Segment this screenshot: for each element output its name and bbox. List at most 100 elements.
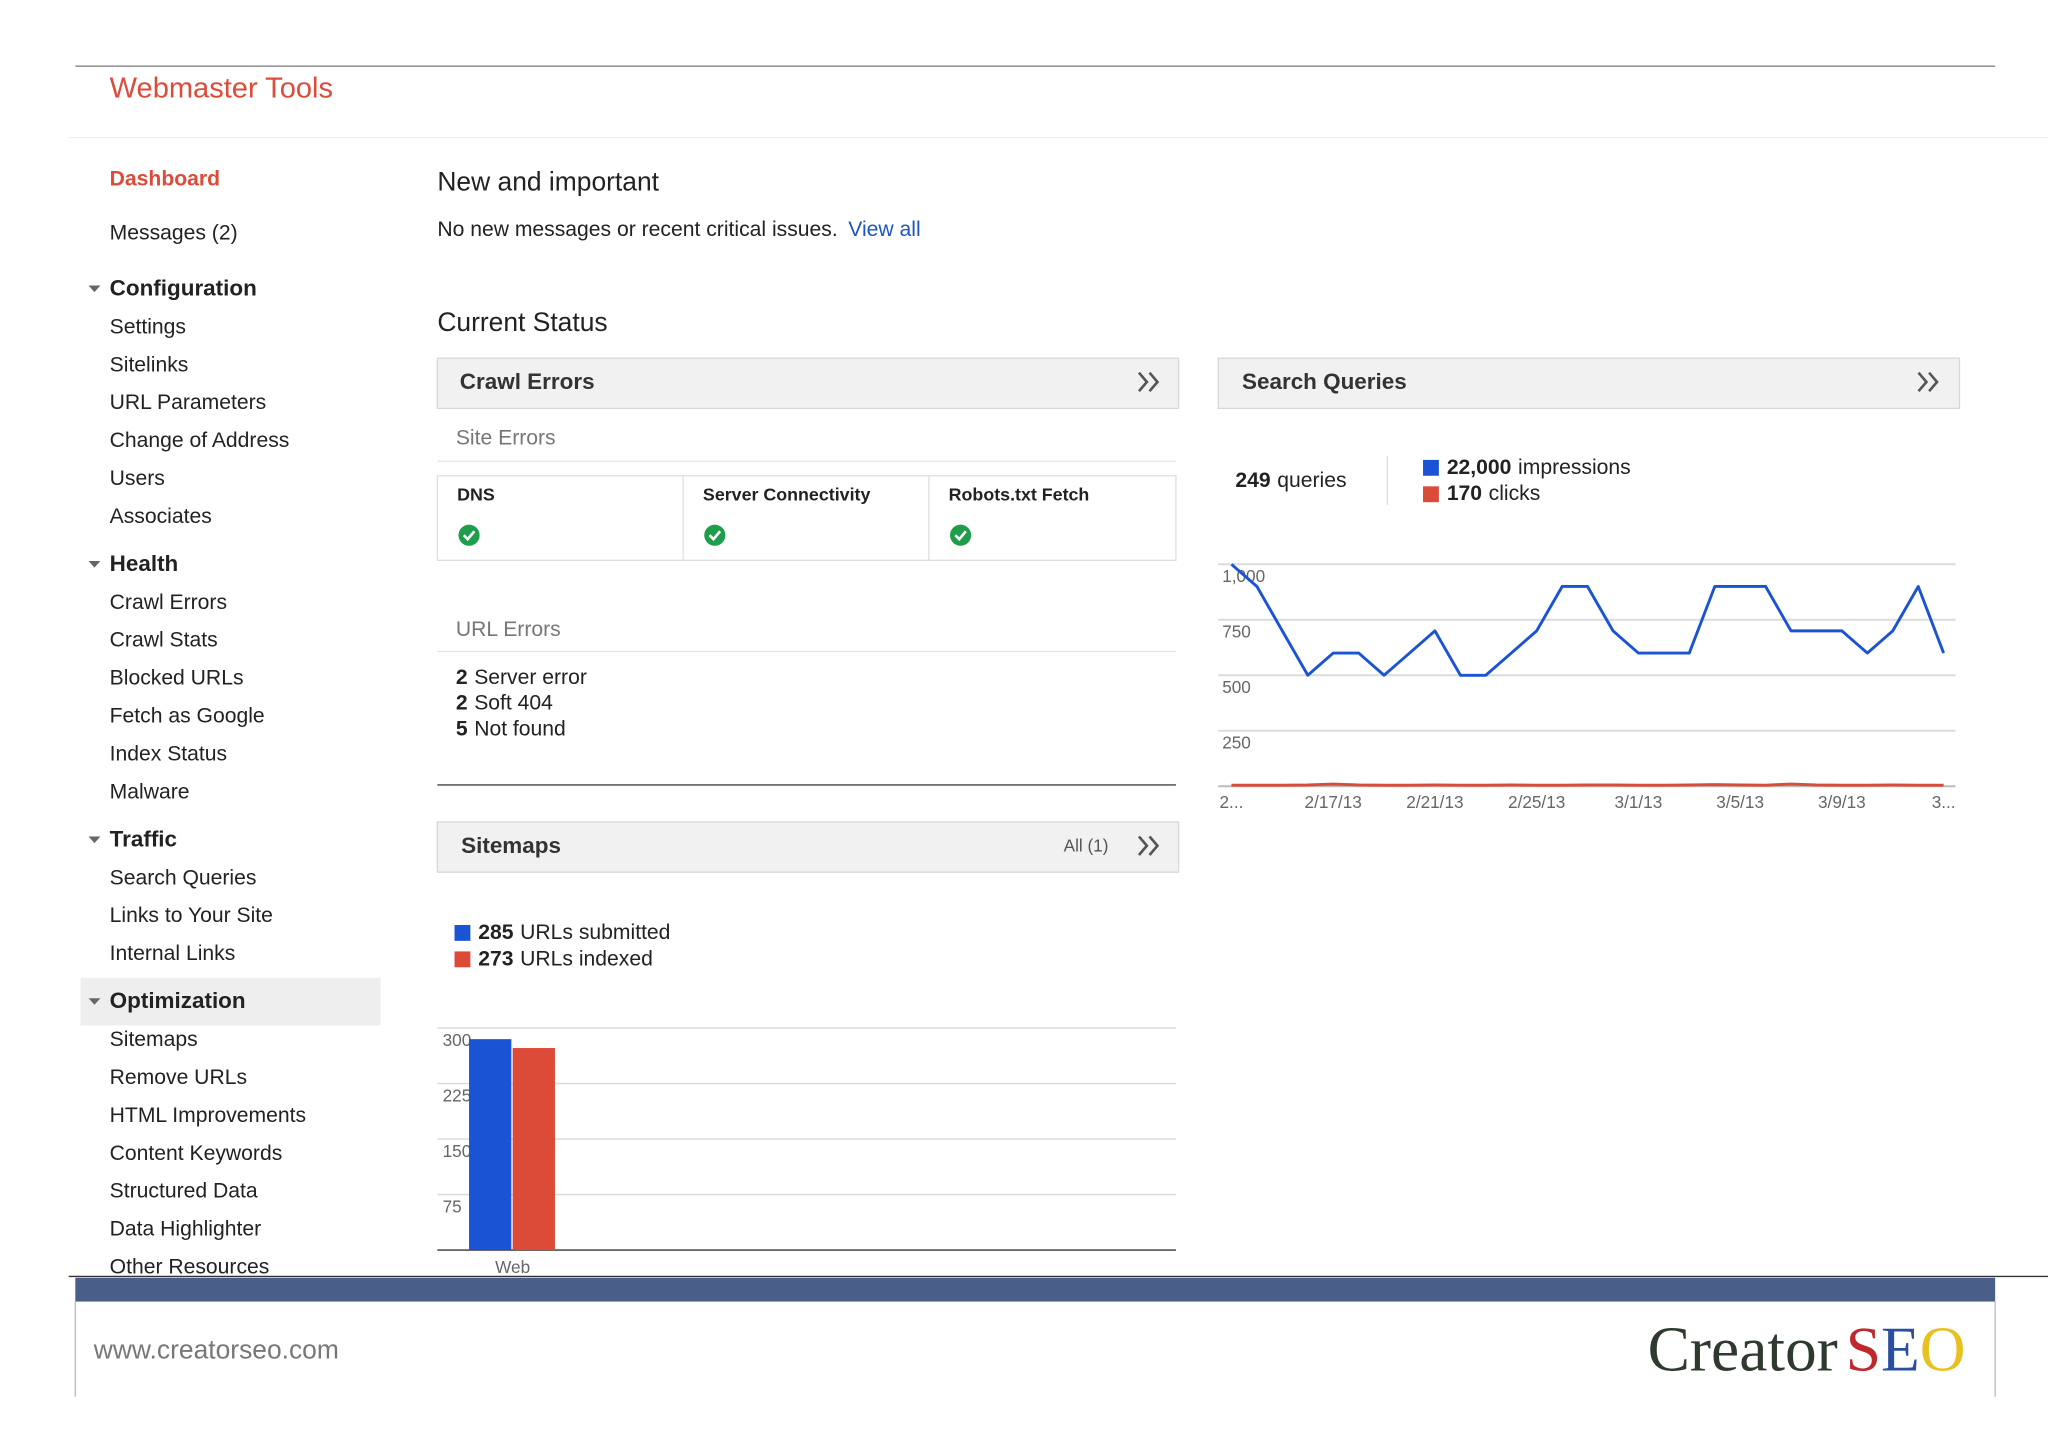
legend-swatch xyxy=(454,951,471,968)
nav-item[interactable]: Links to Your Site xyxy=(110,904,273,927)
app-title: Webmaster Tools xyxy=(110,73,333,105)
nav-item[interactable]: Change of Address xyxy=(110,429,290,452)
x-tick-label: 2/25/13 xyxy=(1508,792,1565,812)
nav-item[interactable]: Content Keywords xyxy=(110,1142,283,1165)
nav-item[interactable]: Crawl Errors xyxy=(110,591,227,614)
x-tick-label: Web xyxy=(495,1257,530,1277)
x-tick-label: 3/1/13 xyxy=(1615,792,1663,812)
nav-item[interactable]: Fetch as Google xyxy=(110,705,265,728)
nav-item[interactable]: Other Resources xyxy=(110,1256,270,1279)
section-heading: Current Status xyxy=(437,307,607,337)
subheading: URL Errors xyxy=(456,618,561,641)
nav-item[interactable]: Sitemaps xyxy=(110,1028,198,1051)
bar xyxy=(512,1048,555,1251)
filter[interactable]: All (1) xyxy=(1064,836,1109,856)
nav-section[interactable]: Optimization xyxy=(110,988,246,1013)
panel-title[interactable]: Crawl Errors xyxy=(460,369,595,394)
x-tick-label: 3... xyxy=(1932,792,1956,812)
nav-section[interactable]: Configuration xyxy=(110,275,257,300)
nav-item[interactable]: Structured Data xyxy=(110,1180,258,1203)
count: 249 xyxy=(1235,469,1270,492)
nav-item[interactable]: Sitelinks xyxy=(110,353,189,376)
legend-swatch xyxy=(1423,459,1439,476)
url-error: 2 Soft 404 xyxy=(456,691,553,714)
legend-name: clicks xyxy=(1489,482,1541,505)
legend-swatch xyxy=(454,924,471,941)
nav-item[interactable]: Users xyxy=(110,467,165,490)
nav-item[interactable]: Malware xyxy=(110,780,190,803)
logo-part: O xyxy=(1920,1313,1966,1384)
legend-name: URLs indexed xyxy=(520,947,653,970)
check xyxy=(954,530,967,542)
legend-name: impressions xyxy=(1518,455,1631,478)
column-label: DNS xyxy=(457,484,495,504)
collapse-arrow[interactable] xyxy=(88,836,101,844)
nav-item[interactable]: Internal Links xyxy=(110,942,236,965)
nav-item[interactable]: Data Highlighter xyxy=(110,1218,261,1241)
logo-part: E xyxy=(1881,1313,1920,1384)
nav-item[interactable]: Messages (2) xyxy=(110,222,238,245)
logo: Creator SEO xyxy=(1648,1313,1966,1384)
nav-item[interactable]: Search Queries xyxy=(110,866,257,889)
chevron[interactable] xyxy=(1917,371,1939,393)
y-tick-label: 150 xyxy=(443,1141,472,1161)
panel-header[interactable] xyxy=(1217,357,1961,410)
status-message: No new messages or recent critical issue… xyxy=(437,218,920,241)
collapse-arrow[interactable] xyxy=(88,998,101,1005)
count: 2 xyxy=(456,691,468,714)
y-tick-label: 75 xyxy=(443,1196,462,1216)
y-tick-label: 300 xyxy=(443,1030,472,1050)
ok-icon xyxy=(950,524,972,546)
url-error: 5 Not found xyxy=(456,717,566,740)
nav-highlight xyxy=(80,977,381,1026)
y-tick-label: 250 xyxy=(1222,733,1251,753)
check xyxy=(462,530,476,542)
panel-title[interactable]: Sitemaps xyxy=(461,833,561,858)
footer-bar xyxy=(75,1277,1996,1302)
url-error: 2 Server error xyxy=(456,665,587,688)
nav-item[interactable]: Blocked URLs xyxy=(110,667,244,690)
label: Soft 404 xyxy=(474,691,553,714)
logo-part: Creator xyxy=(1648,1313,1838,1384)
panel-title[interactable]: Search Queries xyxy=(1242,369,1407,394)
nav-section[interactable]: Health xyxy=(110,551,179,576)
nav-item[interactable]: Associates xyxy=(110,505,212,528)
y-tick-label: 225 xyxy=(443,1085,472,1105)
x-tick-label: 2... xyxy=(1220,792,1244,812)
legend-swatch xyxy=(1423,486,1439,503)
nav-item[interactable]: Dashboard xyxy=(110,167,220,190)
legend-value: 273 xyxy=(478,947,513,970)
nav-section[interactable]: Traffic xyxy=(110,826,177,851)
nav-item[interactable]: HTML Improvements xyxy=(110,1104,306,1127)
x-tick-label: 2/17/13 xyxy=(1305,792,1362,812)
column-label: Server Connectivity xyxy=(703,484,871,504)
view-all-link[interactable]: View all xyxy=(848,218,920,241)
section-heading: New and important xyxy=(437,167,659,197)
legend-name: URLs submitted xyxy=(520,921,670,944)
legend-value: 22,000 xyxy=(1447,455,1512,478)
panel-header[interactable] xyxy=(436,821,1180,873)
nav-item[interactable]: Remove URLs xyxy=(110,1066,247,1089)
nav-item[interactable]: Crawl Stats xyxy=(110,629,218,652)
chevron[interactable] xyxy=(1137,835,1160,856)
legend-entry: 22,000 impressions xyxy=(1447,455,1631,478)
legend-entry: 170 clicks xyxy=(1447,482,1540,505)
nav-item[interactable]: Index Status xyxy=(110,743,227,766)
y-tick-label: 750 xyxy=(1222,622,1251,642)
panel-header[interactable] xyxy=(436,357,1180,410)
collapse-arrow[interactable] xyxy=(88,560,101,568)
column-label: Robots.txt Fetch xyxy=(949,484,1090,504)
ok-icon xyxy=(704,524,726,546)
subheading: Site Errors xyxy=(456,426,556,449)
site-errors-box xyxy=(436,475,1177,561)
collapse-arrow[interactable] xyxy=(88,285,101,293)
nav-item[interactable]: URL Parameters xyxy=(110,391,267,414)
chevron[interactable] xyxy=(1137,371,1160,393)
series-line xyxy=(1231,782,1944,787)
footer-url[interactable]: www.creatorseo.com xyxy=(93,1335,339,1365)
label: queries xyxy=(1277,469,1346,492)
logo-part: S xyxy=(1846,1313,1881,1384)
legend-value: 170 xyxy=(1447,482,1482,505)
nav-item[interactable]: Settings xyxy=(110,315,186,338)
